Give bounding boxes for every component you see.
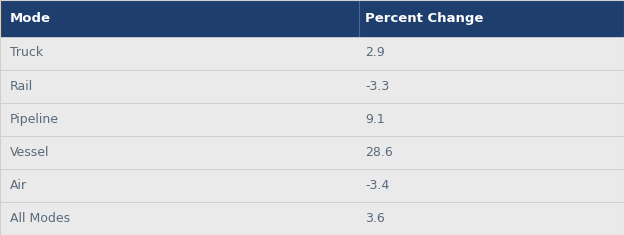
Text: Pipeline: Pipeline: [10, 113, 59, 126]
Bar: [0, 36, 624, 70]
Text: All Modes: All Modes: [10, 212, 70, 225]
Text: Mode: Mode: [10, 12, 51, 25]
Text: -3.4: -3.4: [365, 179, 389, 192]
Text: 3.6: 3.6: [365, 212, 385, 225]
Text: Air: Air: [10, 179, 27, 192]
Text: -3.3: -3.3: [365, 80, 389, 93]
Text: Vessel: Vessel: [10, 146, 49, 159]
Bar: [0, 169, 624, 202]
Text: Truck: Truck: [10, 47, 43, 59]
Bar: [0, 136, 624, 169]
Bar: [0, 103, 624, 136]
Bar: [0, 70, 624, 103]
Bar: [0, 202, 624, 235]
Text: 9.1: 9.1: [365, 113, 385, 126]
Text: 2.9: 2.9: [365, 47, 385, 59]
Text: Percent Change: Percent Change: [365, 12, 484, 25]
Text: Rail: Rail: [10, 80, 33, 93]
Bar: [0, 0, 624, 36]
Text: 28.6: 28.6: [365, 146, 392, 159]
